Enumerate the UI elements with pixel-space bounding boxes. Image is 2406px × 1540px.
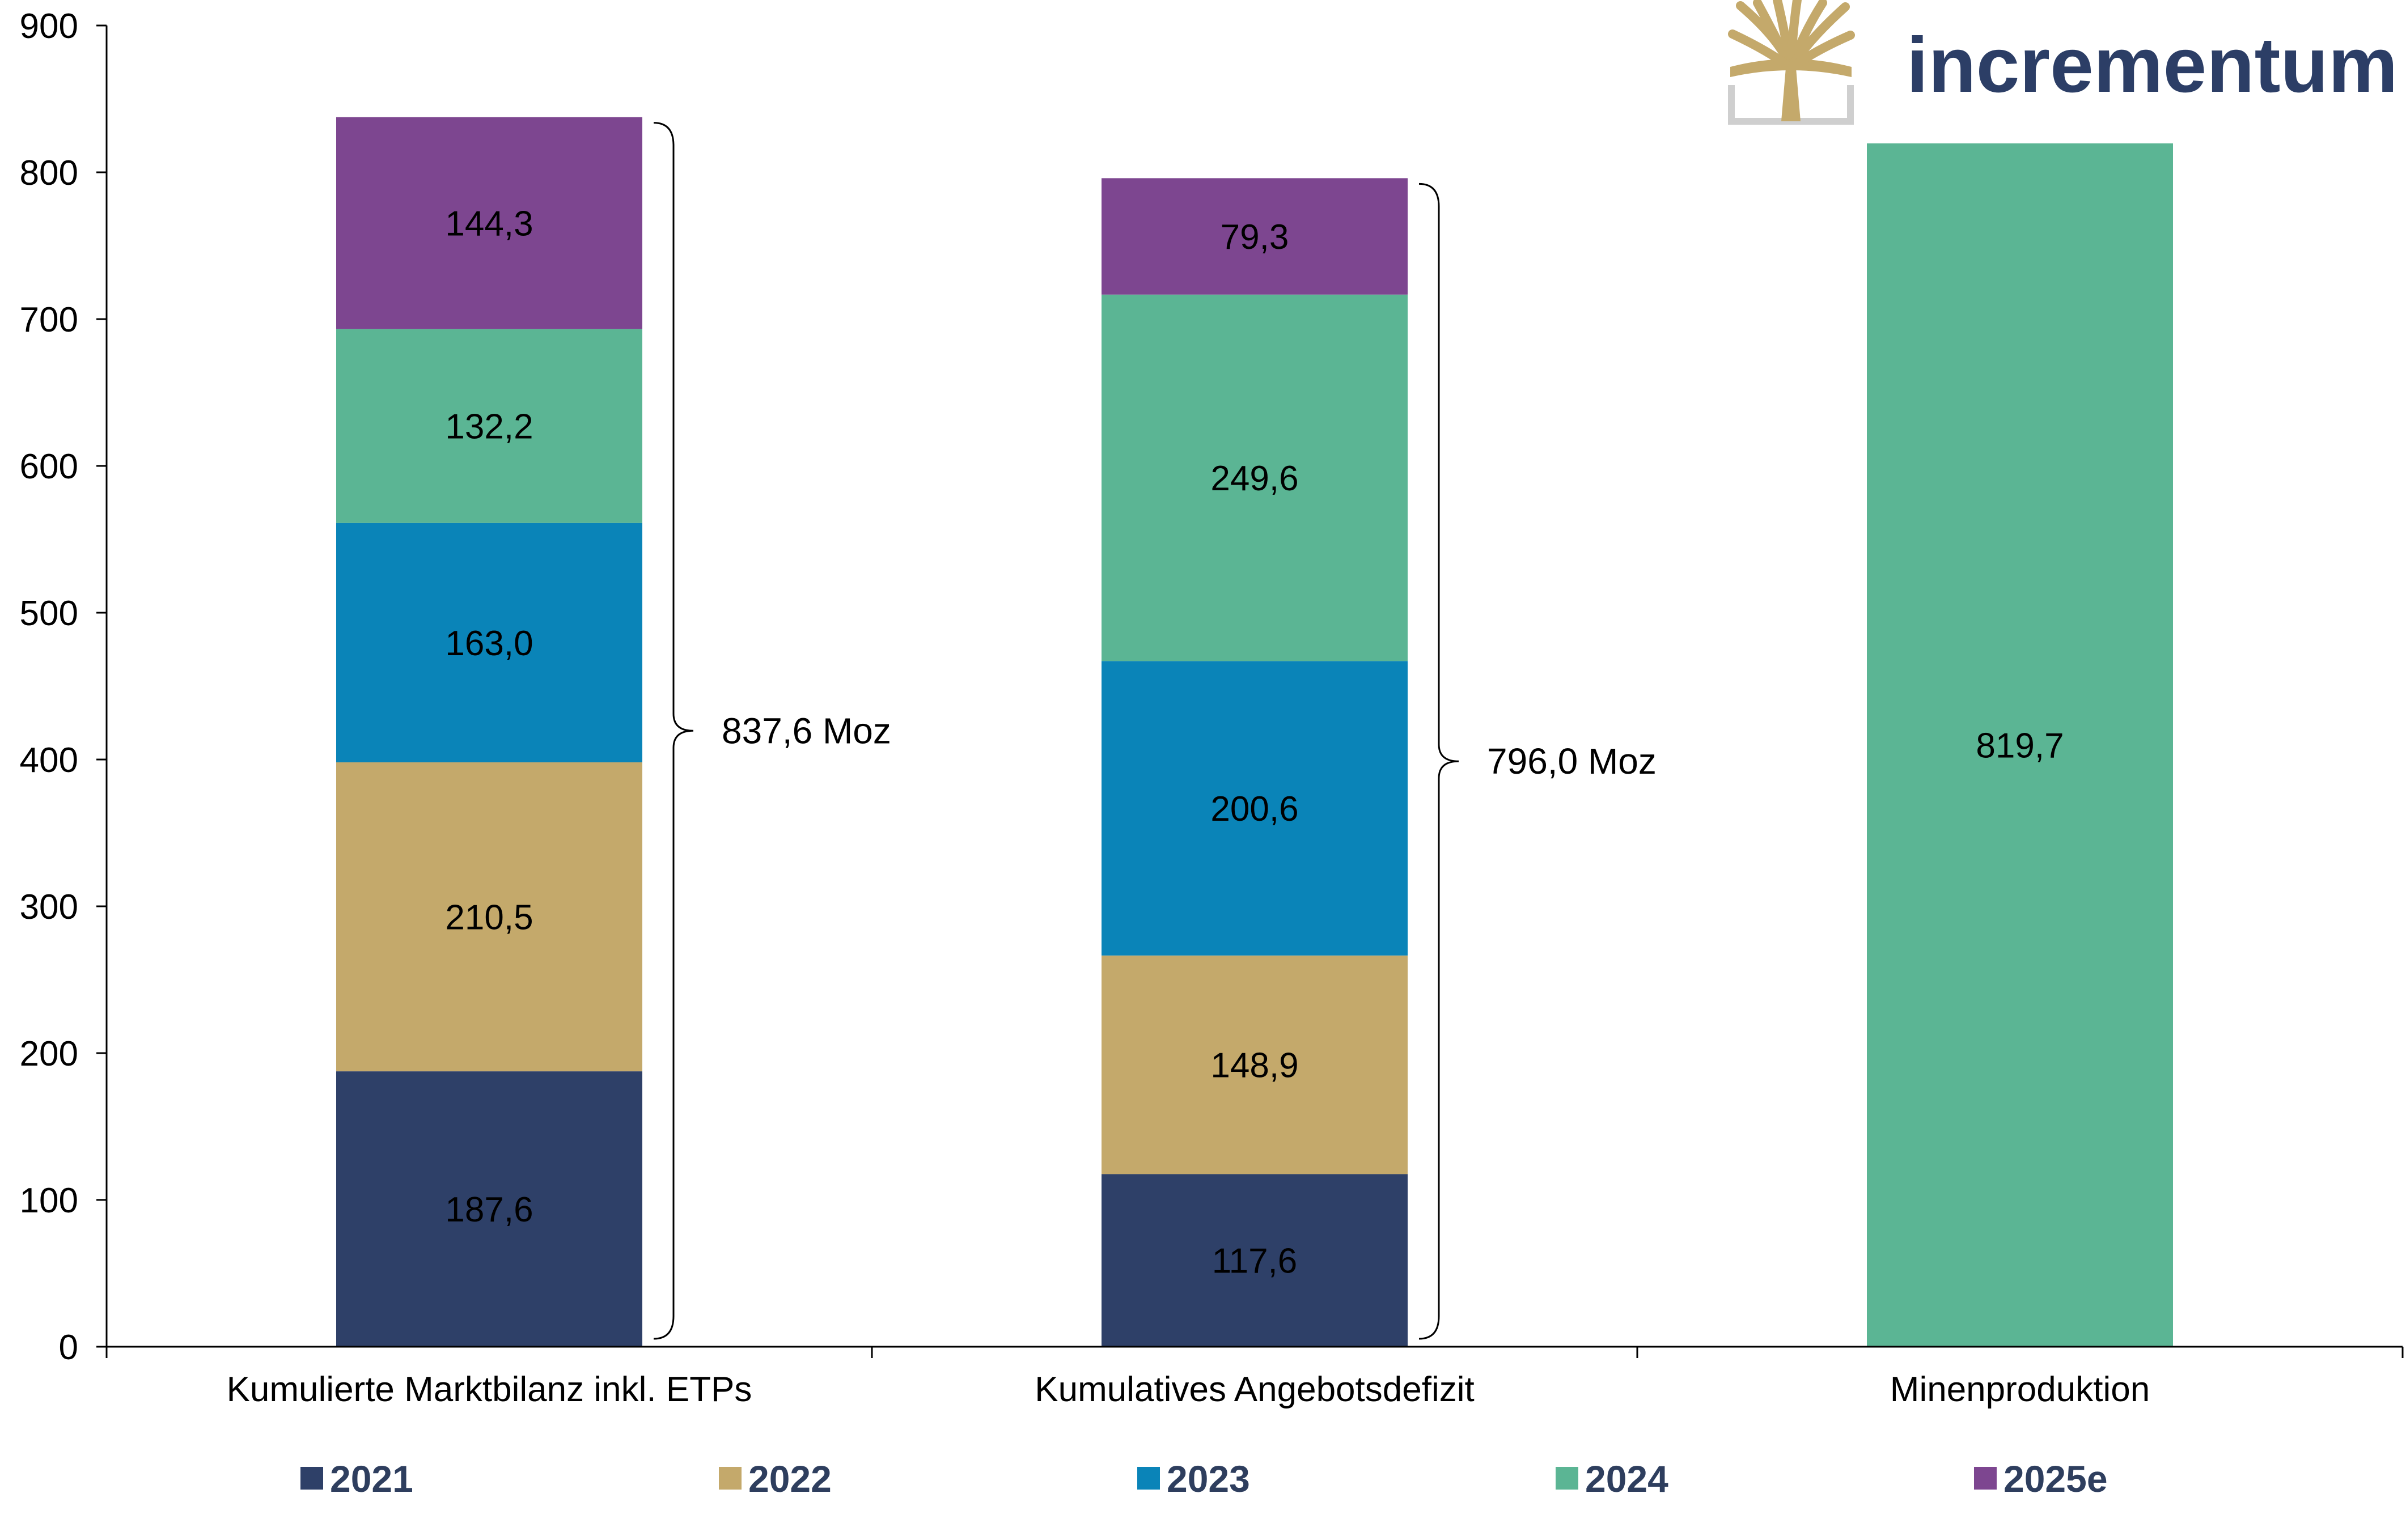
legend-swatch-2022 xyxy=(719,1467,742,1490)
bar-0-2024 xyxy=(336,329,642,523)
y-tick-label-300: 300 xyxy=(20,888,78,927)
x-category-label-1: Kumulatives Angebotsdefizit xyxy=(1035,1370,1474,1409)
bar-value-label-1-2024: 249,6 xyxy=(1210,459,1298,498)
x-category-label-0: Kumulierte Marktbilanz inkl. ETPs xyxy=(227,1370,752,1409)
total-brace-1 xyxy=(1418,183,1459,1340)
total-braces: 837,6 Moz 796,0 Moz xyxy=(653,122,1657,1340)
y-tick-label-700: 700 xyxy=(20,300,78,340)
logo-branch-7 xyxy=(1786,31,1855,73)
y-tick-label-800: 800 xyxy=(20,154,78,193)
bar-0-2021 xyxy=(336,1071,642,1347)
bars-layer xyxy=(336,117,2173,1347)
y-tick-label-500: 500 xyxy=(20,594,78,633)
legend-label-2022: 2022 xyxy=(748,1458,832,1500)
y-tick-label-400: 400 xyxy=(20,741,78,780)
y-tick-label-600: 600 xyxy=(20,447,78,486)
logo-trunk xyxy=(1781,68,1801,121)
legend-swatch-2023 xyxy=(1137,1467,1160,1490)
bar-labels: 187,6 210,5 163,0 132,2 144,3 117,6 148,9 200,6… xyxy=(445,204,2064,1280)
bar-0-2023 xyxy=(336,523,642,762)
y-tick-label-900: 900 xyxy=(20,7,78,46)
y-tick-label-0: 0 xyxy=(59,1328,78,1367)
bar-1-2025e xyxy=(1102,178,1408,295)
total-brace-0 xyxy=(653,122,694,1340)
bar-0-2022 xyxy=(336,762,642,1072)
bar-1-2021 xyxy=(1102,1174,1408,1347)
legend-swatch-2025e xyxy=(1974,1467,1997,1490)
legend-label-2021: 2021 xyxy=(330,1458,413,1500)
bar-value-label-1-2021: 117,6 xyxy=(1212,1242,1298,1281)
bar-value-label-0-2024: 132,2 xyxy=(445,408,533,447)
legend-swatch-2024 xyxy=(1556,1467,1578,1490)
brand-name: incrementum xyxy=(1907,22,2398,109)
y-tick-label-200: 200 xyxy=(20,1034,78,1074)
bar-value-label-1-2023: 200,6 xyxy=(1210,790,1298,829)
legend-label-2023: 2023 xyxy=(1167,1458,1250,1500)
tree-logo-icon xyxy=(1728,0,1855,125)
axes: 0 100 200 300 400 500 600 700 800 900 Kumulierte M… xyxy=(20,7,2404,1409)
y-tick-label-100: 100 xyxy=(20,1181,78,1220)
bar-1-2024 xyxy=(1102,294,1408,661)
legend-label-2025e: 2025e xyxy=(2003,1458,2108,1500)
bar-value-label-0-2023: 163,0 xyxy=(445,624,533,663)
bar-value-label-0-2022: 210,5 xyxy=(445,898,533,937)
bar-1-2023 xyxy=(1102,661,1408,956)
total-label-0: 837,6 Moz xyxy=(722,710,891,751)
bar-2-2024 xyxy=(1867,143,2173,1347)
bar-value-label-1-2025e: 79,3 xyxy=(1221,218,1289,257)
x-category-label-2: Minenproduktion xyxy=(1890,1370,2150,1409)
logo-branch-6 xyxy=(1728,29,1795,73)
incrementum-logo: incrementum xyxy=(1728,0,2398,125)
total-label-1: 796,0 Moz xyxy=(1487,741,1657,782)
bar-1-2022 xyxy=(1102,955,1408,1174)
legend-swatch-2021 xyxy=(300,1467,323,1490)
bar-0-2025e xyxy=(336,117,642,329)
legend: 2021 2022 2023 2024 2025e xyxy=(300,1458,2108,1500)
bar-value-label-0-2021: 187,6 xyxy=(445,1190,533,1229)
bar-value-label-2-2024: 819,7 xyxy=(1976,726,2064,765)
bar-value-label-0-2025e: 144,3 xyxy=(445,204,533,243)
legend-label-2024: 2024 xyxy=(1585,1458,1668,1500)
bar-value-label-1-2022: 148,9 xyxy=(1210,1046,1298,1085)
